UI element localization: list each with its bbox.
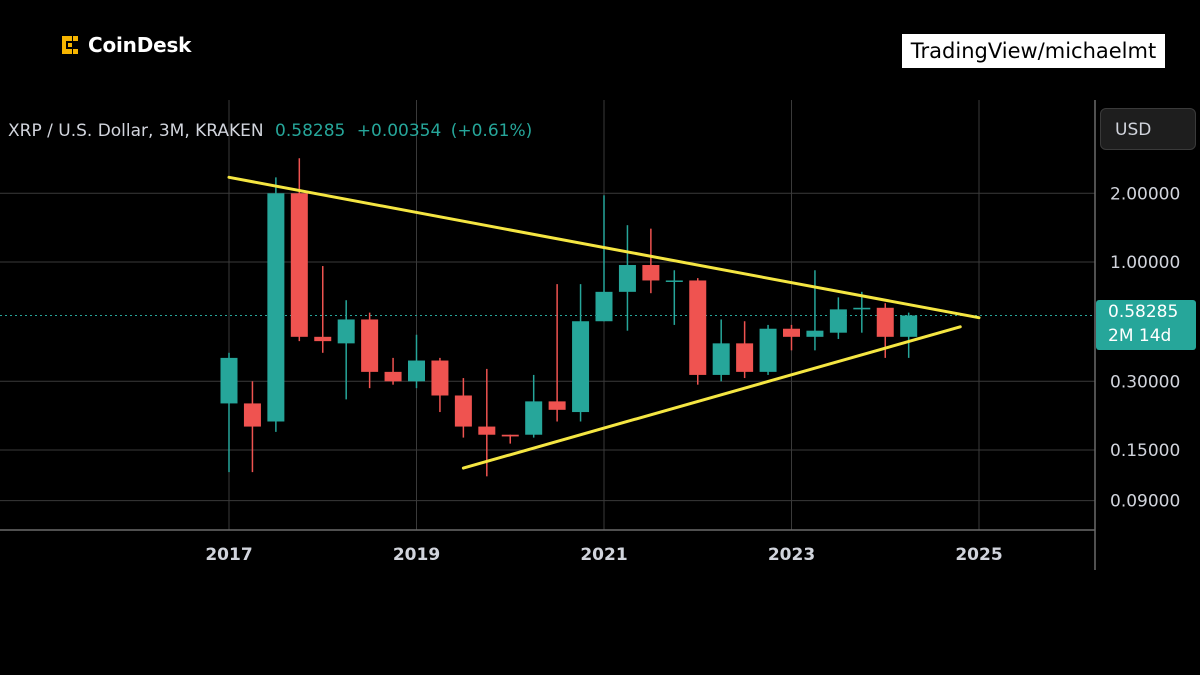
last-price: 0.58285 <box>275 121 346 141</box>
candle-body-2019-Q2 <box>431 360 449 396</box>
candle-body-2020-Q1 <box>501 434 519 437</box>
current-price-tag: 0.58285 2M 14d <box>1096 300 1196 350</box>
candle-body-2021-Q2 <box>618 265 636 292</box>
price-change: +0.00354 <box>356 121 442 141</box>
candle-body-2017-Q2 <box>243 403 261 427</box>
y-tick-label: 0.15000 <box>1110 441 1180 461</box>
candle-body-2020-Q4 <box>572 321 590 413</box>
y-tick-label: 1.00000 <box>1110 253 1180 273</box>
candle-body-2017-Q1 <box>220 357 238 404</box>
candle-body-2022-Q4 <box>759 328 777 372</box>
candle-body-2018-Q2 <box>337 319 355 344</box>
candle-body-2017-Q4 <box>290 193 308 337</box>
candle-body-2023-Q2 <box>806 330 824 337</box>
y-axis-labels: 2.00000 1.00000 0.30000 0.15000 0.09000 <box>1110 184 1180 511</box>
x-tick-label: 2025 <box>955 545 1002 565</box>
currency-button[interactable]: USD <box>1100 108 1196 150</box>
bar-countdown: 2M 14d <box>1108 326 1172 346</box>
candle-body-2023-Q4 <box>853 307 871 310</box>
x-axis-labels: 2017 2019 2021 2023 2025 <box>205 545 1002 565</box>
candle-body-2022-Q3 <box>736 343 754 372</box>
candle-body-2022-Q1 <box>689 280 707 375</box>
trendlines <box>227 175 981 470</box>
current-price-value: 0.58285 <box>1108 302 1179 322</box>
y-tick-label: 2.00000 <box>1110 184 1180 204</box>
candle-body-2018-Q3 <box>361 319 379 372</box>
coindesk-logo-icon <box>62 36 78 54</box>
candles <box>220 158 918 477</box>
candle-body-2021-Q1 <box>595 291 613 322</box>
symbol-header: XRP / U.S. Dollar, 3M, KRAKEN 0.58285 +0… <box>8 121 532 141</box>
candle-body-2022-Q2 <box>712 343 730 375</box>
candle-body-2023-Q1 <box>783 328 800 337</box>
candle-body-2017-Q3 <box>267 193 285 422</box>
trendline-2 <box>461 325 962 470</box>
candle-body-2019-Q4 <box>478 426 496 435</box>
candle-body-2018-Q1 <box>314 336 332 342</box>
brand-name: CoinDesk <box>88 33 192 57</box>
candle-body-2023-Q3 <box>829 309 847 333</box>
candle-body-2021-Q3 <box>642 265 660 281</box>
coindesk-logo: CoinDesk <box>58 33 191 57</box>
grid-lines <box>0 100 1095 530</box>
x-tick-label: 2019 <box>393 545 440 565</box>
candle-body-2020-Q3 <box>548 401 566 410</box>
candle-body-2019-Q3 <box>454 395 472 427</box>
candle-body-2024-Q1 <box>876 307 894 337</box>
trendline-1 <box>227 175 981 320</box>
candle-body-2021-Q4 <box>665 280 683 282</box>
y-tick-label: 0.09000 <box>1110 492 1180 512</box>
candle-body-2018-Q4 <box>384 371 402 382</box>
x-tick-label: 2023 <box>768 545 815 565</box>
source-credit: TradingView/michaelmt <box>902 34 1165 68</box>
candle-body-2020-Q2 <box>525 401 543 435</box>
symbol-title: XRP / U.S. Dollar, 3M, KRAKEN <box>8 121 264 141</box>
candle-body-2019-Q1 <box>408 360 425 382</box>
x-tick-label: 2021 <box>580 545 627 565</box>
axes <box>0 100 1096 570</box>
y-tick-label: 0.30000 <box>1110 372 1180 392</box>
x-tick-label: 2017 <box>205 545 252 565</box>
candle-body-2024-Q2 <box>900 315 918 337</box>
price-change-percent: (+0.61%) <box>450 121 533 141</box>
